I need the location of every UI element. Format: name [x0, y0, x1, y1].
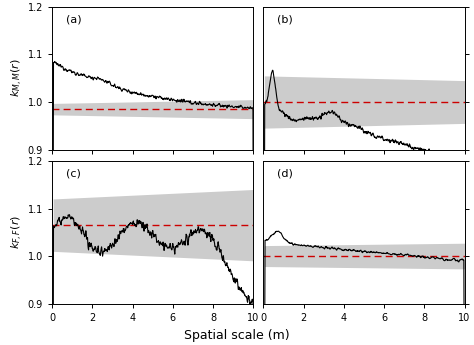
Y-axis label: $k_{M,M}(r)$: $k_{M,M}(r)$ — [10, 59, 25, 98]
Y-axis label: $k_{F,F}(r)$: $k_{F,F}(r)$ — [10, 215, 25, 249]
Text: (b): (b) — [277, 14, 293, 24]
Text: (d): (d) — [277, 168, 293, 178]
Text: (a): (a) — [66, 14, 82, 24]
Text: (c): (c) — [66, 168, 81, 178]
Text: Spatial scale (m): Spatial scale (m) — [184, 328, 290, 342]
